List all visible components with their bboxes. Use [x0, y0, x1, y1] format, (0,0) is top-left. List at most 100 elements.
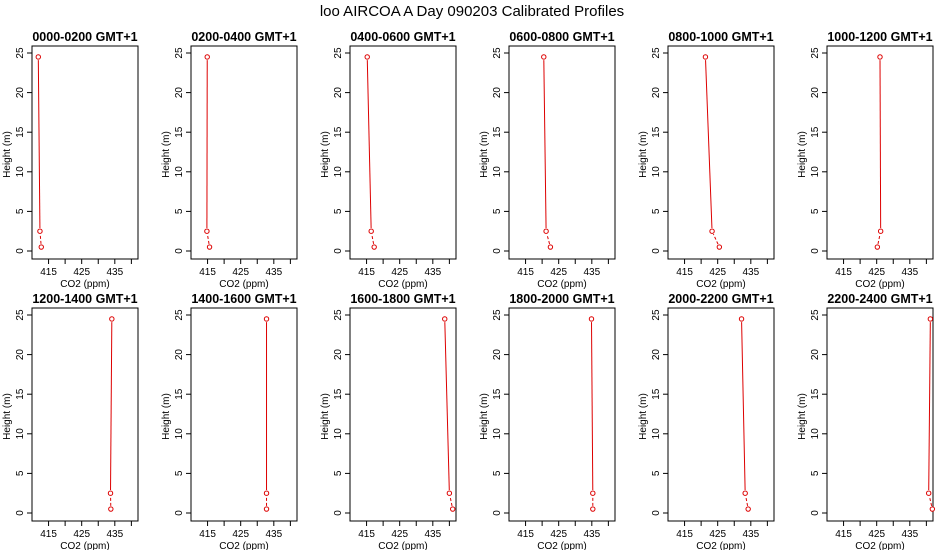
y-tick-label: 15 [15, 388, 26, 400]
panel-title: 1600-1800 GMT+1 [350, 292, 455, 306]
plot-frame [826, 307, 934, 522]
plot-frame [508, 45, 616, 260]
data-point [742, 490, 748, 496]
y-tick-label: 25 [810, 47, 821, 59]
plot-frame [667, 307, 775, 522]
x-axis-label: CO2 (ppm) [60, 541, 109, 550]
x-tick-label: 425 [232, 529, 249, 540]
x-tick-label: 415 [676, 529, 693, 540]
y-tick-label: 25 [15, 309, 26, 321]
profile-segment [543, 60, 547, 229]
data-point [877, 54, 883, 60]
y-tick-label: 10 [333, 166, 344, 178]
y-axis-label: Height (m) [479, 393, 490, 440]
x-tick-label: 435 [742, 529, 759, 540]
data-point [541, 54, 547, 60]
y-tick-label: 15 [651, 388, 662, 400]
y-axis-label: Height (m) [320, 131, 331, 178]
data-point [877, 228, 884, 234]
data-point [547, 244, 554, 250]
plot-frame [826, 45, 934, 260]
profile-segment [449, 496, 453, 507]
y-axis-label: Height (m) [638, 393, 649, 440]
x-axis-label: CO2 (ppm) [219, 541, 268, 550]
x-tick-label: 415 [835, 267, 852, 278]
y-tick-label: 25 [15, 47, 26, 59]
profile-segment [37, 60, 41, 229]
panel-title: 2200-2400 GMT+1 [827, 292, 932, 306]
profile-segment [928, 322, 931, 491]
y-tick-label: 20 [810, 349, 821, 361]
x-tick-label: 425 [709, 529, 726, 540]
x-tick-label: 425 [550, 267, 567, 278]
y-tick-label: 10 [492, 166, 503, 178]
x-tick-label: 435 [265, 267, 282, 278]
y-tick-label: 20 [333, 349, 344, 361]
data-point [263, 506, 270, 512]
x-tick-label: 425 [868, 267, 885, 278]
plot-frame [508, 307, 616, 522]
data-point [204, 54, 210, 60]
x-tick-label: 435 [106, 267, 123, 278]
y-tick-label: 5 [333, 208, 344, 214]
profile-segment [371, 234, 375, 244]
y-axis-label: Height (m) [2, 393, 13, 440]
x-tick-label: 425 [232, 267, 249, 278]
x-tick-label: 415 [517, 529, 534, 540]
x-tick-label: 435 [265, 529, 282, 540]
y-tick-label: 15 [651, 126, 662, 138]
data-point [874, 244, 881, 250]
profile-segment [444, 322, 450, 491]
y-tick-label: 0 [810, 510, 821, 516]
data-point [925, 490, 932, 496]
x-tick-label: 425 [868, 529, 885, 540]
y-tick-label: 5 [15, 208, 26, 214]
y-tick-label: 15 [333, 126, 344, 138]
y-tick-label: 15 [174, 388, 185, 400]
plot-frame [31, 307, 139, 522]
profile-segment [39, 234, 42, 244]
y-tick-label: 10 [15, 428, 26, 440]
y-tick-label: 0 [810, 248, 821, 254]
profile-segment [110, 322, 113, 491]
x-axis-label: CO2 (ppm) [855, 279, 904, 290]
profile-segment [877, 234, 881, 245]
y-tick-label: 0 [174, 248, 185, 254]
y-tick-label: 0 [492, 248, 503, 254]
data-point [709, 228, 715, 234]
y-tick-label: 0 [15, 248, 26, 254]
y-tick-label: 0 [174, 510, 185, 516]
data-point [927, 316, 934, 322]
y-tick-label: 10 [174, 166, 185, 178]
y-tick-label: 0 [333, 510, 344, 516]
y-tick-label: 25 [174, 47, 185, 59]
y-tick-label: 0 [15, 510, 26, 516]
data-point [371, 244, 377, 250]
x-axis-label: CO2 (ppm) [855, 541, 904, 550]
profile-segment [928, 496, 933, 507]
x-tick-label: 435 [901, 267, 918, 278]
y-tick-label: 25 [492, 47, 503, 59]
data-point [204, 228, 210, 234]
y-tick-label: 0 [651, 248, 662, 254]
panel-title: 2000-2200 GMT+1 [668, 292, 773, 306]
x-axis-label: CO2 (ppm) [696, 279, 745, 290]
profile-segment [712, 233, 719, 245]
y-tick-label: 20 [810, 87, 821, 99]
profile-segment [879, 60, 882, 229]
y-axis-label: Height (m) [479, 131, 490, 178]
y-tick-label: 20 [492, 87, 503, 99]
data-point [738, 316, 745, 322]
panel-title: 0000-0200 GMT+1 [32, 30, 137, 44]
y-tick-label: 10 [333, 428, 344, 440]
panel-title: 0200-0400 GMT+1 [191, 30, 296, 44]
y-tick-label: 20 [15, 87, 26, 99]
y-tick-label: 20 [492, 349, 503, 361]
y-tick-label: 25 [651, 47, 662, 59]
data-point [35, 54, 41, 60]
y-axis-label: Height (m) [797, 393, 808, 440]
y-axis-label: Height (m) [161, 393, 172, 440]
